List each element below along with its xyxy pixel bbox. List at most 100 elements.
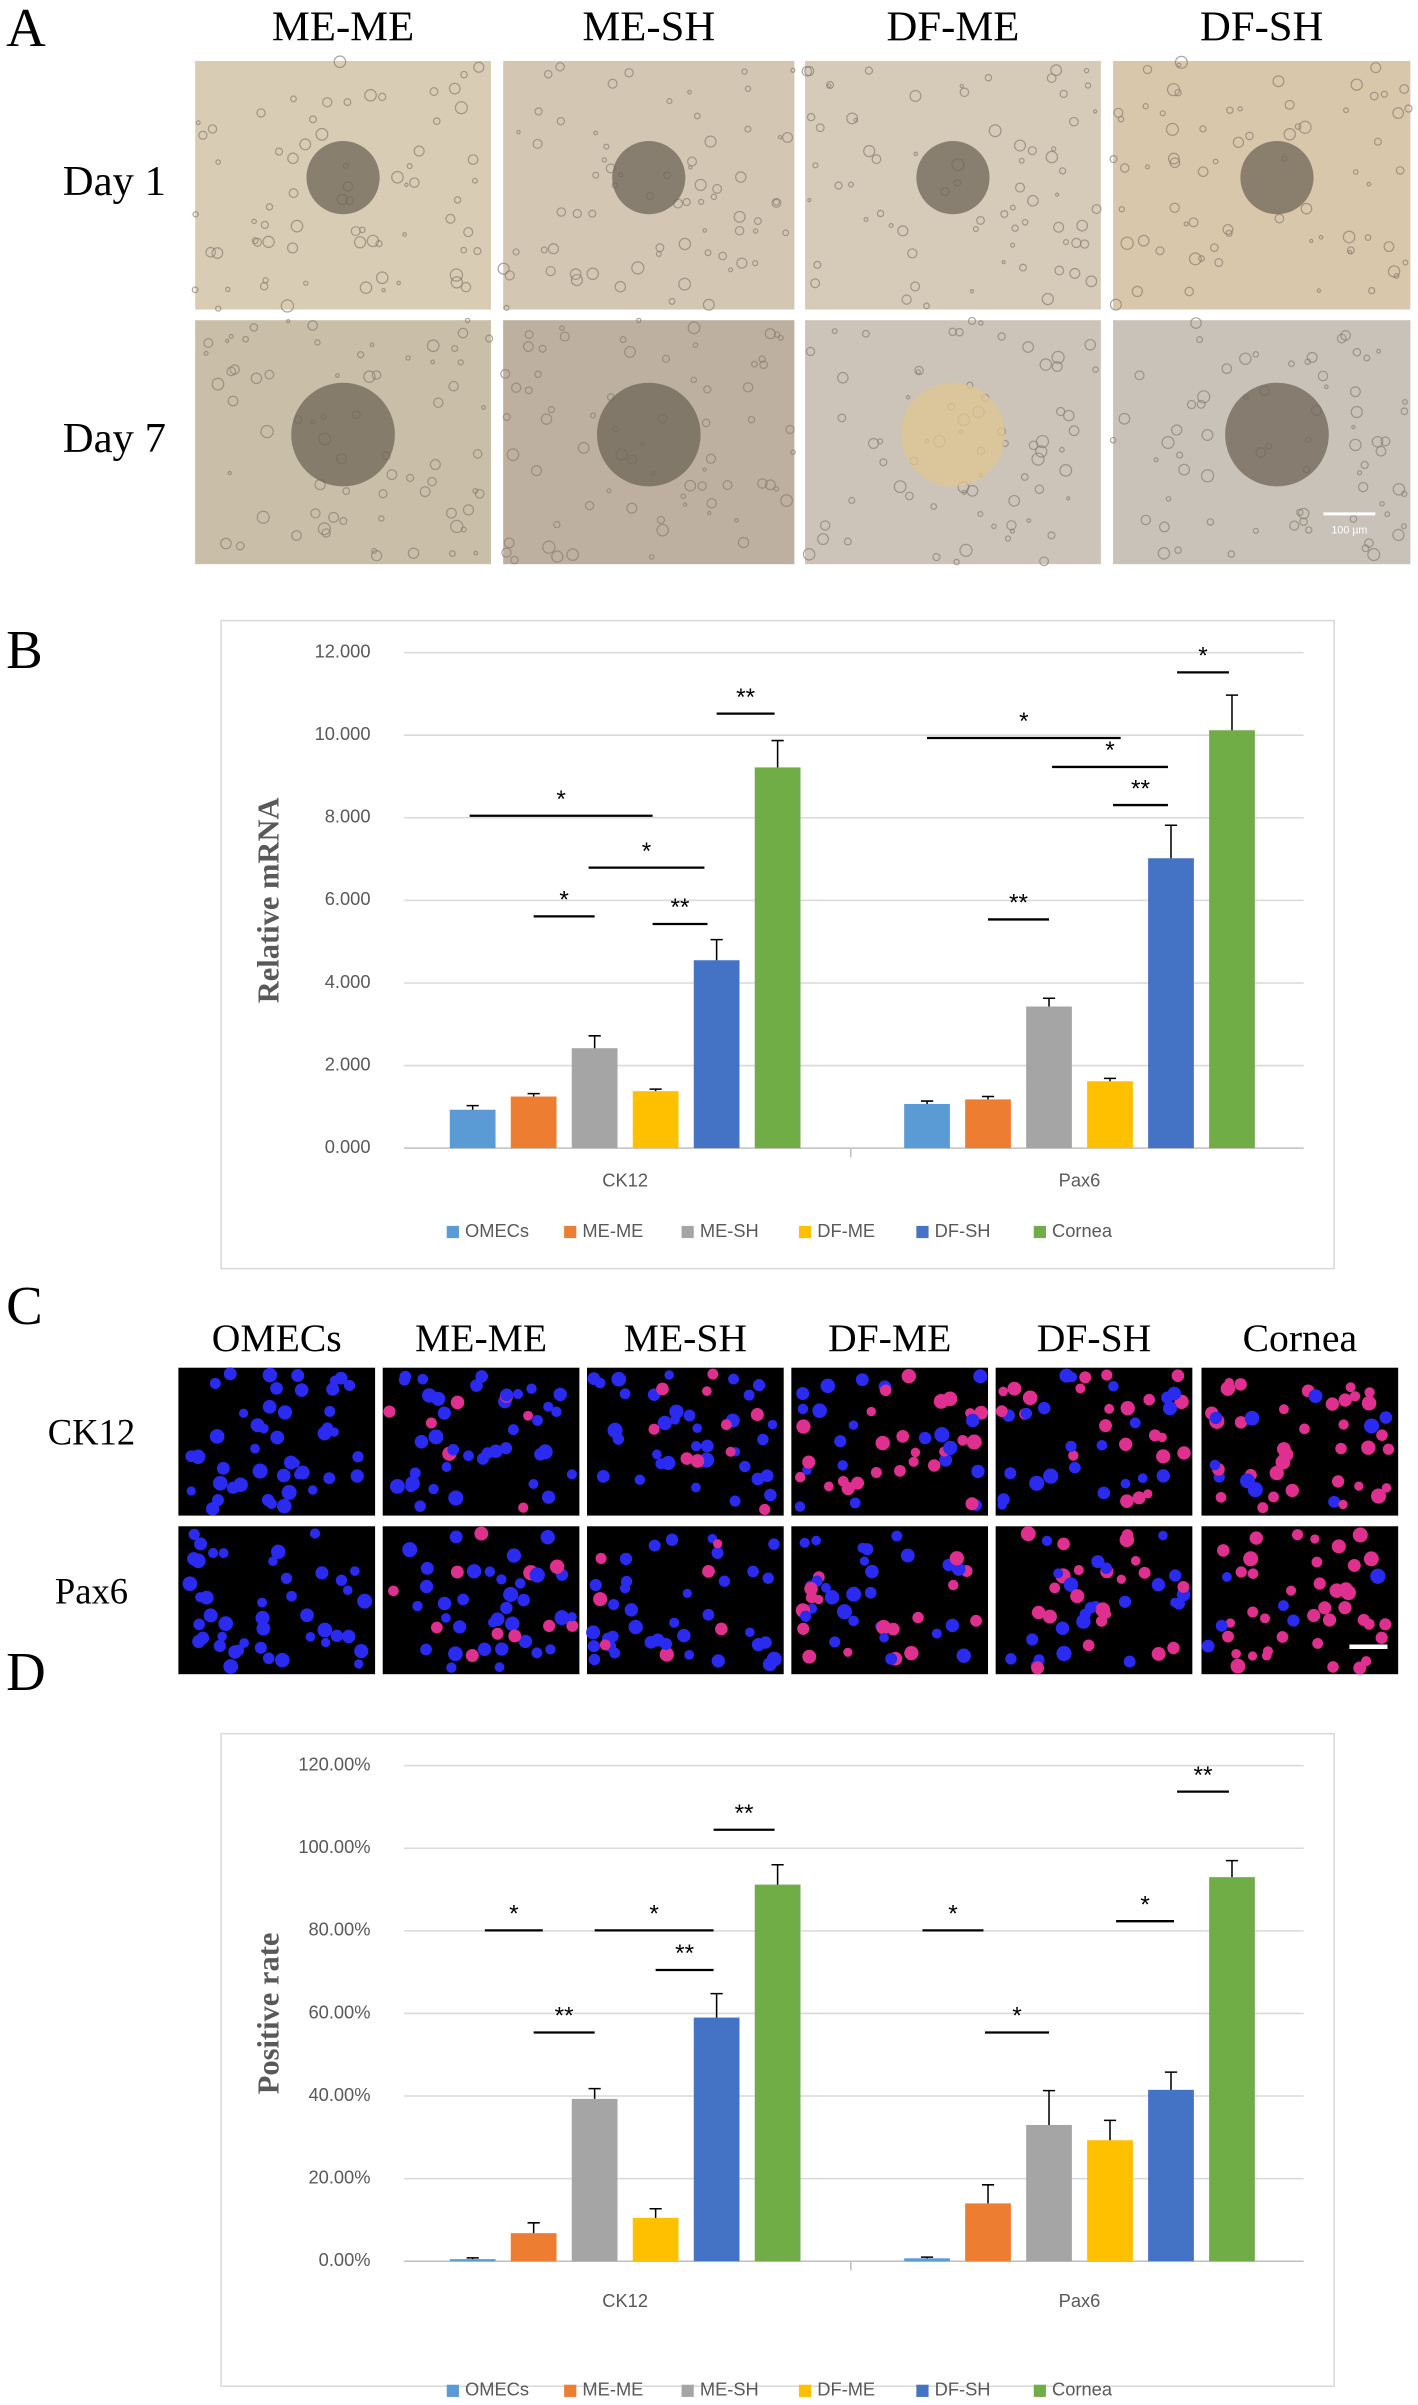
- cell-debris: [577, 441, 590, 454]
- nucleus: [1004, 1467, 1017, 1480]
- nucleus: [300, 1608, 314, 1623]
- cell-debris: [1184, 286, 1195, 297]
- cell-debris: [1069, 116, 1079, 127]
- cell-debris: [777, 134, 783, 140]
- cell-debris: [315, 127, 329, 141]
- cell-debris: [988, 124, 1002, 138]
- nucleus: [762, 1572, 774, 1584]
- nucleus: [848, 1615, 859, 1627]
- cell-debris: [569, 268, 582, 280]
- nucleus: [750, 1408, 764, 1422]
- nucleus: [691, 1482, 701, 1493]
- cell-debris: [584, 500, 595, 511]
- panel-letter: B: [6, 619, 43, 680]
- nucleus: [1057, 1537, 1070, 1551]
- cell-debris: [636, 317, 642, 324]
- cell-debris: [790, 449, 796, 455]
- nucleus: [218, 1616, 234, 1632]
- nucleus: [1209, 1411, 1223, 1425]
- nucleus: [1177, 1581, 1190, 1593]
- nucleus: [1129, 1417, 1141, 1429]
- cell-debris: [1068, 425, 1080, 437]
- nucleus: [648, 1539, 661, 1552]
- nucleus: [308, 1485, 318, 1495]
- cell-debris: [335, 373, 340, 378]
- cell-debris: [445, 213, 456, 224]
- spheroid: [291, 382, 395, 487]
- error-bar: [649, 1088, 662, 1092]
- nucleus: [450, 1395, 465, 1410]
- nucleus: [626, 1604, 636, 1614]
- significance-label: *: [642, 838, 652, 865]
- cell-debris: [449, 550, 456, 557]
- cell-debris: [377, 92, 387, 102]
- cell-debris: [1400, 407, 1409, 416]
- nucleus: [295, 1465, 310, 1480]
- nucleus: [1158, 1530, 1168, 1541]
- cell-debris: [666, 98, 673, 105]
- nucleus: [1068, 1450, 1079, 1461]
- nucleus: [1379, 1618, 1392, 1631]
- cell-debris: [1171, 424, 1183, 436]
- legend-swatch: [798, 1225, 812, 1239]
- significance-label: **: [735, 1800, 754, 1827]
- nucleus: [567, 1611, 577, 1622]
- nucleus: [185, 1450, 198, 1463]
- nucleus: [1026, 1633, 1039, 1646]
- cell-debris: [511, 382, 522, 393]
- cell-debris: [863, 145, 876, 158]
- cell-debris: [905, 395, 911, 400]
- error-bar: [1225, 1859, 1239, 1878]
- cell-debris: [287, 152, 299, 165]
- nucleus: [745, 1627, 755, 1638]
- nucleus: [1162, 1401, 1177, 1416]
- cell-debris: [1176, 451, 1184, 459]
- cell-debris: [914, 365, 924, 376]
- cell-debris: [328, 511, 340, 523]
- cell-debris: [948, 327, 957, 337]
- cell-debris: [1199, 125, 1207, 133]
- bar: [510, 2233, 557, 2262]
- cell-debris: [419, 486, 431, 498]
- cell-debris: [1026, 518, 1032, 524]
- cell-debris: [781, 131, 794, 144]
- cell-debris: [1196, 336, 1204, 344]
- cell-debris: [543, 69, 553, 79]
- cell-debris: [930, 503, 938, 510]
- nucleus: [1118, 1595, 1132, 1608]
- cell-debris: [378, 515, 385, 522]
- nucleus: [812, 1403, 827, 1418]
- cell-debris: [961, 489, 967, 495]
- cell-debris: [572, 208, 582, 219]
- nucleus: [291, 1369, 305, 1382]
- nucleus: [1053, 1568, 1064, 1579]
- nucleus: [1318, 1601, 1332, 1615]
- cell-debris: [909, 89, 922, 102]
- nucleus: [1220, 1381, 1236, 1396]
- cell-debris: [1027, 146, 1037, 156]
- nucleus: [277, 1405, 293, 1420]
- spheroid: [306, 141, 380, 215]
- cell-debris: [205, 246, 216, 258]
- cell-debris: [722, 480, 733, 491]
- cell-debris: [1367, 548, 1381, 562]
- cell-debris: [542, 540, 556, 554]
- cell-debris: [1283, 128, 1297, 141]
- nucleus: [448, 1646, 463, 1662]
- nucleus: [1370, 1568, 1386, 1584]
- cell-debris: [1174, 546, 1182, 555]
- nucleus: [1076, 1614, 1091, 1629]
- nucleus: [1352, 1527, 1368, 1543]
- cell-debris: [764, 479, 776, 491]
- nucleus: [1312, 1637, 1324, 1649]
- nucleus: [463, 1450, 474, 1462]
- nucleus: [829, 1636, 841, 1648]
- cell-debris: [687, 156, 698, 167]
- cell-debris: [371, 370, 382, 380]
- nucleus: [431, 1391, 446, 1406]
- error-bar: [771, 739, 784, 768]
- nucleus: [1222, 1630, 1234, 1643]
- nucleus: [966, 1434, 982, 1450]
- cell-debris: [1214, 258, 1224, 268]
- cell-debris: [661, 354, 671, 363]
